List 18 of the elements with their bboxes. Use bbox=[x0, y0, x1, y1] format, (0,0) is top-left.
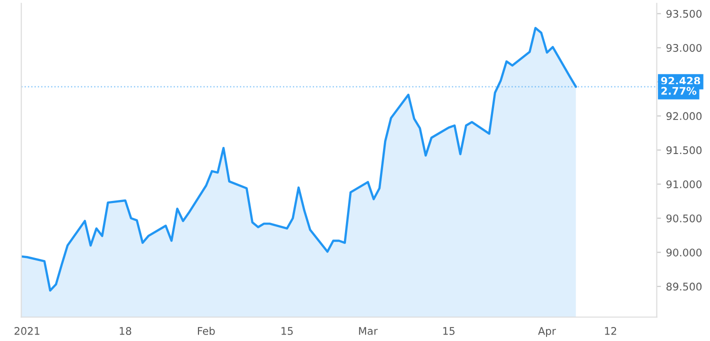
x-tick-label: Apr bbox=[538, 327, 556, 337]
y-tick-label: 90.500 bbox=[666, 214, 702, 222]
y-tick-label: 92.000 bbox=[666, 112, 702, 120]
y-tick-label: 93.000 bbox=[666, 44, 702, 52]
x-tick-label: 15 bbox=[443, 327, 454, 335]
ref-line-label: 92.428 bbox=[661, 76, 700, 85]
y-tick-label: 90.000 bbox=[666, 248, 702, 256]
x-tick-label: 12 bbox=[605, 327, 616, 335]
y-tick-label: 89.500 bbox=[666, 282, 702, 291]
y-tick-label: 91.500 bbox=[666, 146, 702, 154]
x-tick-label: 2021 bbox=[14, 327, 40, 335]
y-tick-label: 93.500 bbox=[666, 10, 702, 18]
y-tick-label: 91.000 bbox=[666, 180, 702, 188]
x-tick-label: Mar bbox=[359, 327, 378, 335]
x-tick-label: 15 bbox=[282, 327, 293, 335]
x-tick-label: 18 bbox=[120, 327, 132, 335]
x-tick-label: Feb bbox=[198, 326, 215, 335]
text: 2.77% bbox=[661, 86, 696, 95]
